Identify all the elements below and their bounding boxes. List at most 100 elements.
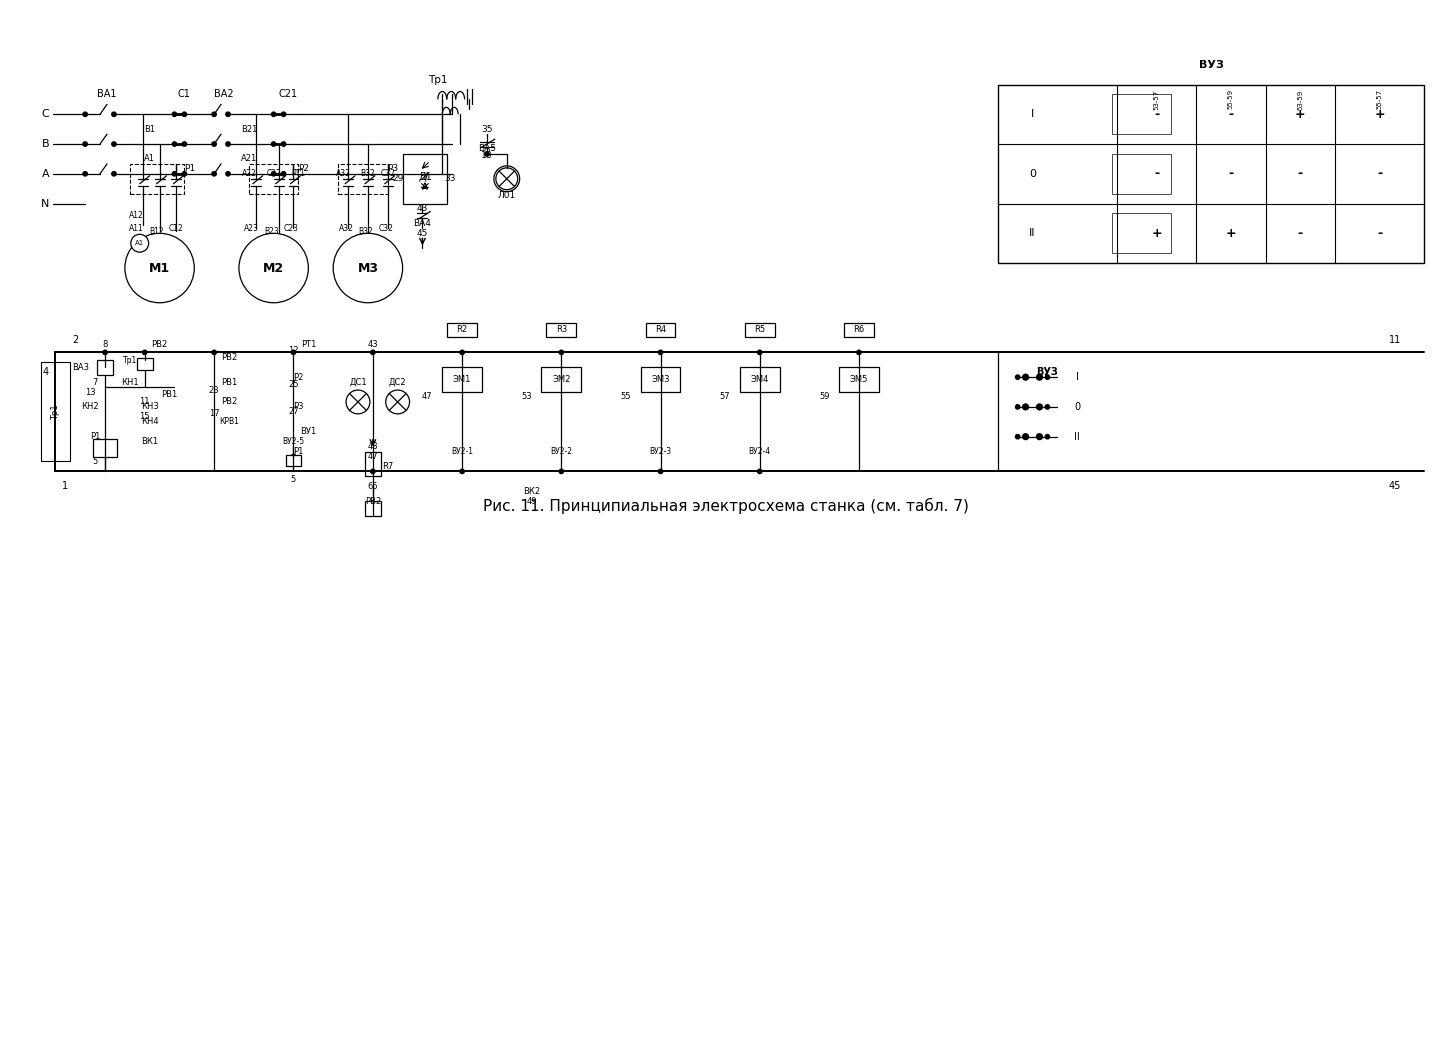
Text: ВУЗ: ВУЗ bbox=[1199, 59, 1224, 70]
Text: B: B bbox=[42, 139, 49, 149]
Text: 11: 11 bbox=[1388, 335, 1401, 346]
Text: 47: 47 bbox=[423, 392, 433, 402]
Text: 7: 7 bbox=[93, 378, 97, 386]
Circle shape bbox=[272, 172, 276, 176]
Circle shape bbox=[282, 112, 286, 117]
Text: РТ1: РТ1 bbox=[292, 170, 305, 178]
Text: ВА1: ВА1 bbox=[97, 90, 116, 100]
Text: B21: B21 bbox=[241, 125, 257, 133]
Circle shape bbox=[227, 172, 231, 176]
Text: P2: P2 bbox=[298, 164, 309, 174]
Text: ВА4: ВА4 bbox=[414, 219, 431, 228]
Bar bbox=[640, 367, 681, 392]
Circle shape bbox=[112, 142, 116, 146]
Text: ДС1: ДС1 bbox=[348, 378, 367, 386]
Circle shape bbox=[370, 469, 375, 474]
Circle shape bbox=[182, 172, 186, 176]
Text: РВ2: РВ2 bbox=[151, 340, 167, 349]
Bar bbox=[447, 323, 478, 337]
Text: -: - bbox=[1154, 108, 1159, 121]
Text: РТ1: РТ1 bbox=[301, 340, 317, 349]
Circle shape bbox=[292, 454, 296, 459]
Text: 55-59: 55-59 bbox=[1228, 90, 1234, 109]
Text: C12: C12 bbox=[168, 224, 184, 233]
Circle shape bbox=[1022, 434, 1028, 439]
Text: ВУ2-1: ВУ2-1 bbox=[452, 447, 473, 456]
Text: 27: 27 bbox=[287, 407, 299, 416]
Circle shape bbox=[112, 172, 116, 176]
Text: 53-57: 53-57 bbox=[1153, 90, 1160, 109]
Text: P1: P1 bbox=[90, 432, 100, 441]
Circle shape bbox=[182, 142, 186, 146]
Text: 49: 49 bbox=[526, 497, 537, 506]
Circle shape bbox=[460, 350, 465, 355]
Bar bbox=[1112, 154, 1172, 194]
Text: Д1: Д1 bbox=[418, 172, 433, 182]
Circle shape bbox=[83, 112, 87, 117]
Circle shape bbox=[282, 142, 286, 146]
Text: A: A bbox=[42, 169, 49, 179]
Bar bbox=[364, 452, 380, 477]
Text: C21: C21 bbox=[279, 90, 298, 100]
Text: C32: C32 bbox=[379, 224, 393, 233]
Text: ВУ1: ВУ1 bbox=[301, 427, 317, 436]
Bar bbox=[286, 455, 302, 466]
Text: 45: 45 bbox=[417, 229, 428, 237]
Text: 0: 0 bbox=[1029, 169, 1037, 179]
Circle shape bbox=[1022, 404, 1028, 410]
Text: ВК1: ВК1 bbox=[141, 437, 158, 447]
Text: 29: 29 bbox=[392, 174, 404, 183]
Text: 2: 2 bbox=[73, 335, 78, 346]
Text: P1: P1 bbox=[184, 164, 195, 174]
Text: М1: М1 bbox=[150, 261, 170, 275]
Text: C32: C32 bbox=[380, 170, 395, 178]
Text: A12: A12 bbox=[129, 211, 144, 220]
Text: ВА3: ВА3 bbox=[71, 362, 89, 372]
Text: ВК2: ВК2 bbox=[523, 487, 540, 496]
Bar bbox=[546, 323, 576, 337]
Text: C22: C22 bbox=[266, 170, 282, 178]
Circle shape bbox=[495, 168, 518, 189]
Bar bbox=[364, 501, 380, 516]
Circle shape bbox=[1015, 405, 1019, 409]
Text: C1: C1 bbox=[179, 90, 190, 100]
Circle shape bbox=[272, 112, 276, 117]
Text: R3: R3 bbox=[556, 325, 566, 334]
Text: 57: 57 bbox=[720, 392, 730, 402]
Text: ДС2: ДС2 bbox=[389, 378, 407, 386]
Bar bbox=[129, 163, 184, 194]
Text: -: - bbox=[1298, 168, 1302, 180]
Text: 15: 15 bbox=[139, 412, 150, 422]
Text: 18: 18 bbox=[481, 151, 492, 160]
Text: B23: B23 bbox=[264, 227, 279, 236]
Text: РВ2: РВ2 bbox=[364, 497, 380, 506]
Bar bbox=[97, 360, 113, 375]
Text: 23: 23 bbox=[209, 385, 219, 395]
Text: 55: 55 bbox=[620, 392, 632, 402]
Circle shape bbox=[272, 142, 276, 146]
Circle shape bbox=[485, 152, 489, 156]
Text: 12: 12 bbox=[289, 346, 299, 355]
Text: B32: B32 bbox=[359, 227, 373, 236]
Text: R5: R5 bbox=[754, 325, 765, 334]
Circle shape bbox=[1045, 434, 1050, 439]
Circle shape bbox=[212, 142, 216, 146]
Circle shape bbox=[112, 112, 116, 117]
Circle shape bbox=[658, 350, 662, 355]
Text: КН3: КН3 bbox=[141, 403, 158, 411]
Circle shape bbox=[346, 390, 370, 414]
Text: 45: 45 bbox=[1388, 481, 1401, 491]
Text: ВУ2-3: ВУ2-3 bbox=[649, 447, 672, 456]
Text: B12: B12 bbox=[150, 227, 164, 236]
Bar bbox=[844, 323, 874, 337]
Circle shape bbox=[1037, 374, 1043, 380]
Text: ЭМ2: ЭМ2 bbox=[552, 375, 571, 384]
Text: +: + bbox=[1225, 227, 1236, 239]
Circle shape bbox=[1022, 374, 1028, 380]
Text: I: I bbox=[1076, 372, 1079, 382]
Circle shape bbox=[1045, 405, 1050, 409]
Text: II: II bbox=[1074, 432, 1080, 441]
Text: R2: R2 bbox=[456, 325, 468, 334]
Text: РВ2: РВ2 bbox=[221, 353, 237, 362]
Circle shape bbox=[758, 350, 762, 355]
